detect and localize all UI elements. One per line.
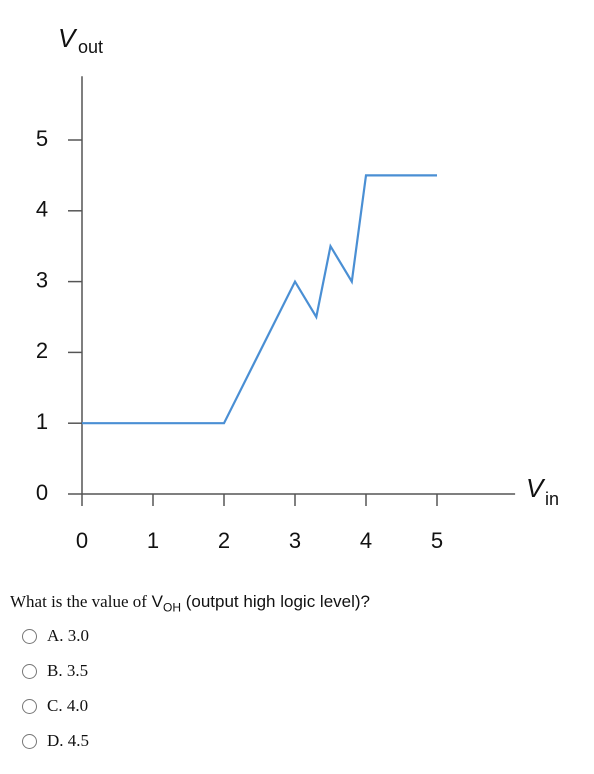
radio-button[interactable] bbox=[22, 663, 37, 679]
option-label[interactable]: C. 4.0 bbox=[47, 696, 89, 715]
chart: V out V in 0 1 2 3 4 5 0 1 2 3 4 5 bbox=[36, 23, 559, 553]
option[interactable]: A. 3.0 bbox=[22, 626, 89, 646]
y-tick-label: 1 bbox=[36, 409, 48, 434]
question: What is the value of VOH (output high lo… bbox=[10, 592, 370, 614]
question-symbol-sub: OH bbox=[162, 600, 181, 615]
x-tick-label: 5 bbox=[431, 528, 443, 553]
option[interactable]: B. 3.5 bbox=[22, 661, 88, 681]
x-tick-label: 2 bbox=[218, 528, 230, 553]
option[interactable]: D. 4.5 bbox=[22, 731, 89, 751]
radio-button[interactable] bbox=[22, 698, 37, 714]
option-label[interactable]: B. 3.5 bbox=[47, 661, 89, 680]
x-tick-label: 0 bbox=[76, 528, 88, 553]
y-tick-label: 4 bbox=[36, 197, 48, 222]
x-tick-label: 1 bbox=[147, 528, 159, 553]
option-label[interactable]: A. 3.0 bbox=[47, 626, 90, 645]
radio-button[interactable] bbox=[22, 733, 37, 749]
y-tick-label: 2 bbox=[36, 338, 48, 363]
y-axis-label: V bbox=[58, 23, 78, 53]
option-label[interactable]: D. 4.5 bbox=[47, 731, 90, 750]
x-axis-label: V bbox=[526, 473, 546, 503]
question-rest: (output high logic level)? bbox=[185, 592, 370, 611]
x-axis-label-sub: in bbox=[545, 489, 559, 509]
y-axis-label-sub: out bbox=[78, 37, 103, 57]
radio-button[interactable] bbox=[22, 628, 37, 644]
question-text: What is the value of bbox=[10, 592, 147, 611]
x-tick-label: 4 bbox=[360, 528, 372, 553]
y-tick-label: 3 bbox=[36, 267, 48, 292]
y-tick-label: 0 bbox=[36, 480, 48, 505]
x-tick-label: 3 bbox=[289, 528, 301, 553]
option[interactable]: C. 4.0 bbox=[22, 696, 88, 716]
data-line bbox=[82, 174, 437, 425]
question-symbol: V bbox=[151, 592, 163, 611]
y-tick-label: 5 bbox=[36, 126, 48, 151]
